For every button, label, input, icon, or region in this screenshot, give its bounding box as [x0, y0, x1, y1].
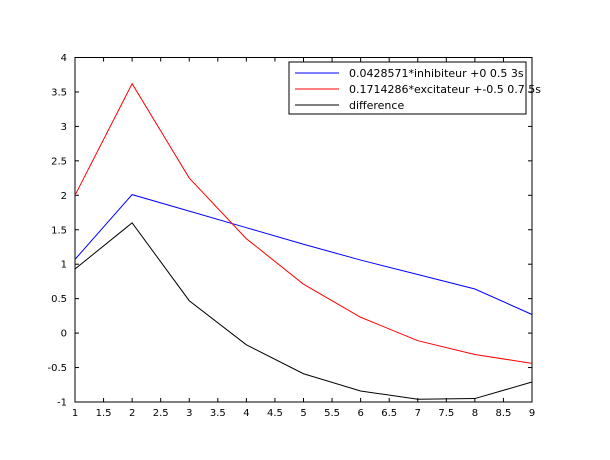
y-tick-label: 2 — [61, 191, 67, 202]
x-tick-label: 9 — [529, 408, 535, 419]
x-tick-label: 4 — [243, 408, 249, 419]
x-tick-label: 1.5 — [96, 408, 112, 419]
x-tick-label: 7.5 — [438, 408, 454, 419]
x-axis-ticks: 1 1.5 2 2.5 3 3.5 4 4.5 5 5.5 6 6.5 7 7.5 8 8.5 9 — [72, 57, 535, 419]
x-tick-label: 6 — [357, 408, 363, 419]
x-tick-label: 2 — [129, 408, 135, 419]
y-tick-label: 4 — [61, 53, 67, 64]
y-tick-label: 3 — [61, 122, 67, 133]
series-lines — [74, 82, 533, 400]
series-line-1 — [74, 194, 533, 315]
y-tick-label: 1.5 — [51, 225, 67, 236]
y-tick-label: 3.5 — [51, 87, 67, 98]
y-tick-label: 0 — [61, 329, 67, 340]
x-tick-label: 4.5 — [267, 408, 283, 419]
legend-label-3: difference — [349, 99, 404, 112]
x-tick-label: 7 — [415, 408, 421, 419]
series-line-2 — [74, 82, 533, 364]
series-line-3 — [74, 222, 533, 400]
x-tick-label: 1 — [72, 408, 78, 419]
x-tick-label: 5 — [300, 408, 306, 419]
y-tick-label: 0.5 — [51, 294, 67, 305]
y-axis-ticks: -1 -0.5 0 0.5 1 1.5 2 2.5 3 3.5 4 — [47, 53, 532, 409]
x-tick-label: 3.5 — [210, 408, 226, 419]
legend: 0.0428571*inhibiteur +0 0.5 3s 0.1714286*… — [288, 61, 541, 115]
x-tick-label: 2.5 — [153, 408, 169, 419]
x-tick-label: 8.5 — [495, 408, 511, 419]
y-tick-label: 2.5 — [51, 156, 67, 167]
y-tick-label: 1 — [61, 260, 67, 271]
x-tick-label: 6.5 — [381, 408, 397, 419]
y-tick-label: -0.5 — [47, 363, 67, 374]
x-tick-label: 8 — [472, 408, 478, 419]
legend-label-1: 0.0428571*inhibiteur +0 0.5 3s — [349, 67, 524, 80]
y-tick-label: -1 — [57, 398, 67, 409]
legend-label-2: 0.1714286*excitateur +-0.5 0.7 5s — [349, 83, 541, 96]
x-tick-label: 3 — [186, 408, 192, 419]
x-tick-label: 5.5 — [324, 408, 340, 419]
